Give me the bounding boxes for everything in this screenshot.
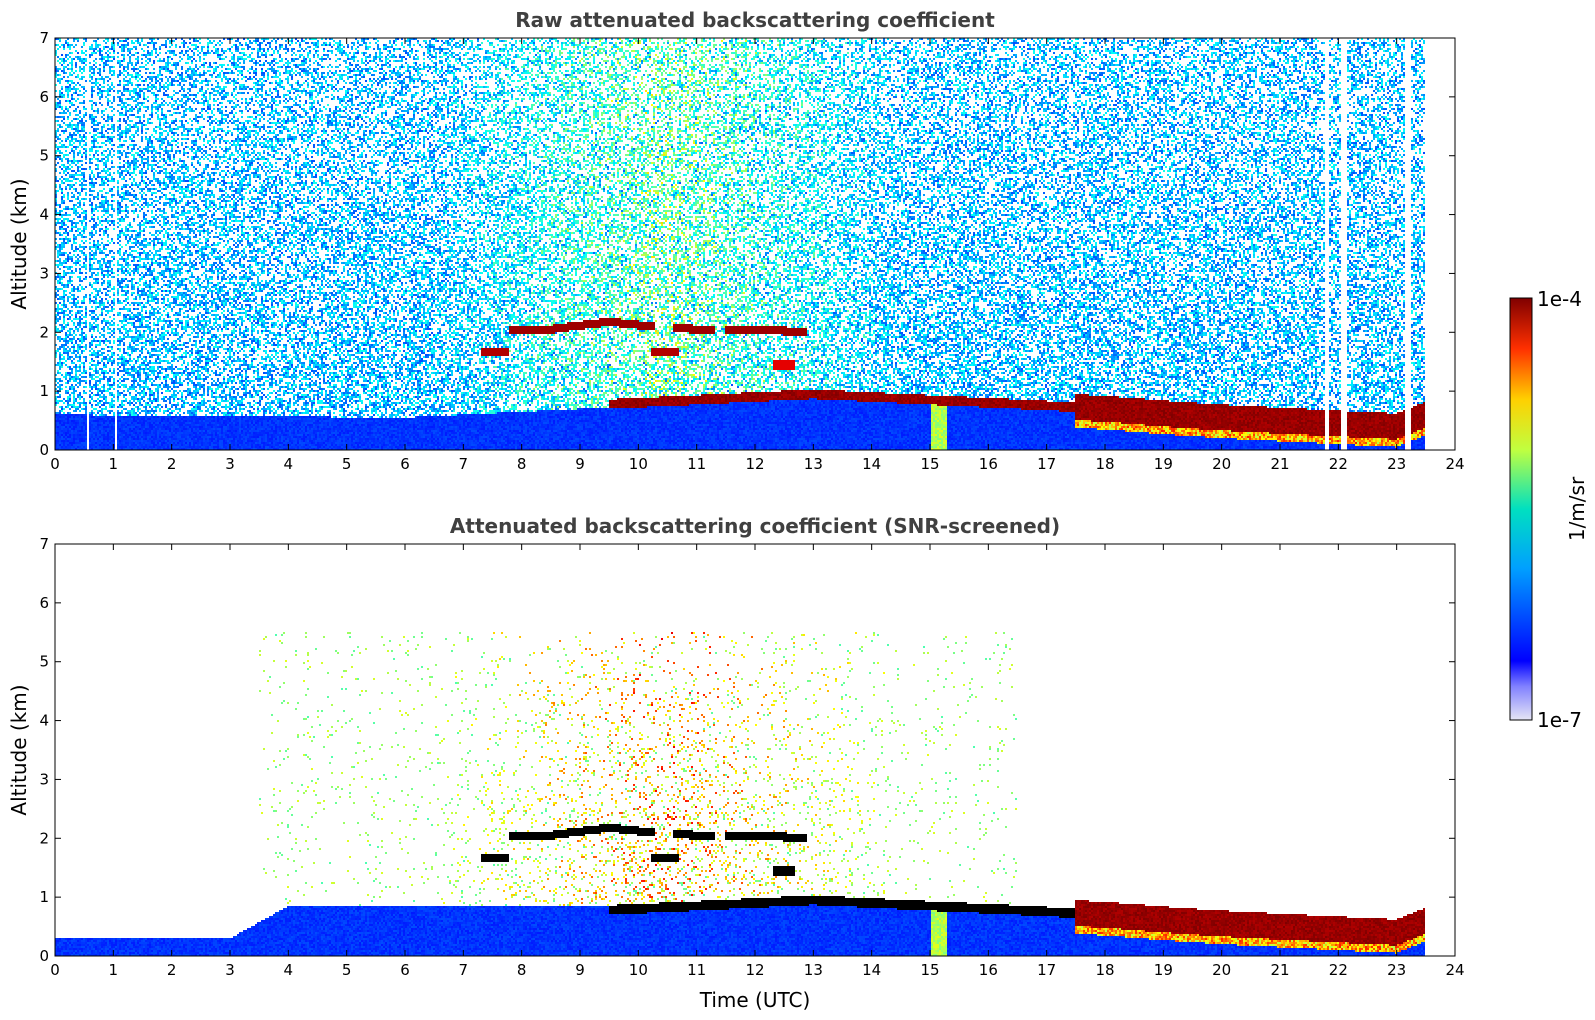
x-tick-label: 10 [629,961,648,979]
x-tick-label: 19 [1154,961,1173,979]
x-tick-label: 17 [1037,455,1056,473]
x-tick-label: 1 [109,961,119,979]
panel-screened: Attenuated backscattering coefficient (S… [7,514,1465,1012]
x-tick-label: 16 [979,455,998,473]
x-tick-label: 16 [979,961,998,979]
x-tick-label: 14 [862,455,881,473]
y-tick-label: 4 [39,206,49,224]
x-tick-label: 11 [687,455,706,473]
x-tick-label: 8 [517,455,527,473]
x-tick-label: 8 [517,961,527,979]
x-tick-label: 11 [687,961,706,979]
x-tick-label: 10 [629,455,648,473]
x-tick-label: 24 [1445,961,1464,979]
x-tick-label: 20 [1212,961,1231,979]
y-tick-label: 6 [39,594,49,612]
y-tick-label: 0 [39,947,49,965]
x-tick-label: 19 [1154,455,1173,473]
x-tick-label: 4 [284,455,294,473]
colorbar: 1e-4 1e-7 1/m/sr [1509,287,1589,732]
colorbar-max-label: 1e-4 [1537,287,1582,311]
x-tick-label: 23 [1387,455,1406,473]
x-tick-label: 13 [804,455,823,473]
y-tick-label: 7 [39,29,49,47]
colorbar-min-label: 1e-7 [1537,708,1582,732]
x-tick-label: 22 [1329,455,1348,473]
y-tick-label: 5 [39,147,49,165]
x-tick-label: 22 [1329,961,1348,979]
x-tick-label: 3 [225,961,235,979]
y-tick-label: 1 [39,382,49,400]
y-tick-label: 2 [39,829,49,847]
x-tick-label: 4 [284,961,294,979]
x-tick-label: 20 [1212,455,1231,473]
x-tick-label: 6 [400,455,410,473]
panel-title: Raw attenuated backscattering coefficien… [515,8,995,32]
x-tick-label: 3 [225,455,235,473]
x-tick-label: 9 [575,961,585,979]
x-tick-label: 17 [1037,961,1056,979]
y-tick-label: 3 [39,770,49,788]
x-tick-label: 0 [50,455,60,473]
y-tick-label: 0 [39,441,49,459]
y-tick-label: 6 [39,88,49,106]
x-tick-label: 5 [342,961,352,979]
x-tick-label: 14 [862,961,881,979]
colorbar-unit-label: 1/m/sr [1565,476,1589,541]
y-tick-label: 7 [39,535,49,553]
x-tick-label: 21 [1270,961,1289,979]
x-tick-label: 0 [50,961,60,979]
x-tick-label: 6 [400,961,410,979]
y-tick-label: 4 [39,712,49,730]
heatmap-raw [55,38,1455,450]
x-tick-label: 2 [167,961,177,979]
y-axis-label: Altitude (km) [7,684,31,815]
y-tick-label: 3 [39,264,49,282]
panel-title: Attenuated backscattering coefficient (S… [450,514,1060,538]
y-tick-label: 2 [39,323,49,341]
x-tick-label: 24 [1445,455,1464,473]
x-tick-label: 15 [920,961,939,979]
x-tick-label: 15 [920,455,939,473]
x-axis-label: Time (UTC) [699,988,811,1012]
x-tick-label: 7 [459,961,469,979]
x-tick-label: 18 [1095,961,1114,979]
y-tick-label: 5 [39,653,49,671]
heatmap-screened [55,544,1455,956]
y-axis-label: Altitude (km) [7,178,31,309]
x-tick-label: 5 [342,455,352,473]
colorbar-gradient [1509,297,1533,721]
x-tick-label: 21 [1270,455,1289,473]
x-tick-label: 23 [1387,961,1406,979]
x-tick-label: 18 [1095,455,1114,473]
x-tick-label: 12 [745,961,764,979]
y-tick-label: 1 [39,888,49,906]
x-tick-label: 1 [109,455,119,473]
x-tick-label: 7 [459,455,469,473]
x-tick-label: 2 [167,455,177,473]
x-tick-label: 12 [745,455,764,473]
panel-raw: Raw attenuated backscattering coefficien… [7,8,1465,473]
x-tick-label: 13 [804,961,823,979]
x-tick-label: 9 [575,455,585,473]
